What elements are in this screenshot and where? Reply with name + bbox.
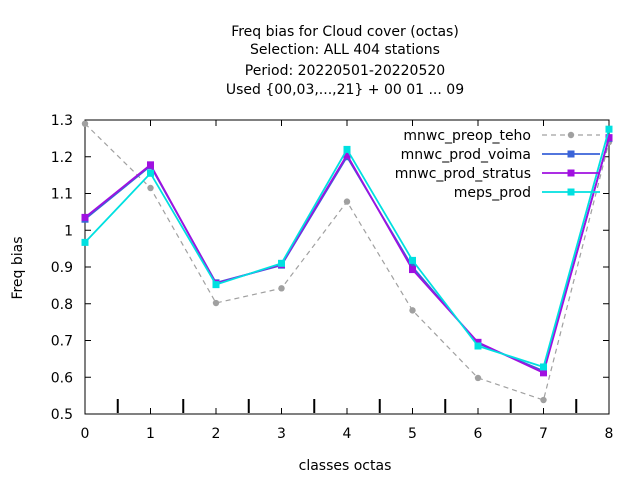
y-tick-label: 1 [64,223,73,239]
point-meps_prod [81,238,89,246]
point-meps_prod [147,169,154,177]
chart-title-line-3: Period: 20220501-20220520 [245,63,445,79]
x-tick-label: 1 [146,426,155,442]
x-axis-label: classes octas [299,458,392,474]
point-mnwc_prod_stratus [409,266,416,274]
legend-label-meps_prod: meps_prod [454,185,531,201]
y-tick-label: 1.3 [51,113,73,129]
point-meps_prod [212,281,220,289]
point-mnwc_preop_teho [212,299,220,307]
x-tick-label: 6 [474,426,483,442]
series-line-meps_prod [84,128,610,369]
chart-title: Freq bias for Cloud cover (octas) Select… [226,24,464,98]
point-meps_prod [605,125,613,133]
x-tick-label: 0 [81,426,90,442]
x-tick-label: 2 [212,426,221,442]
chart-title-line-4: Used {00,03,...,21} + 00 01 ... 09 [226,82,464,98]
y-tick-label: 0.7 [51,334,73,350]
y-tick-label: 0.5 [51,407,73,423]
y-tick-label: 0.8 [51,297,73,313]
legend-label-mnwc_preop_teho: mnwc_preop_teho [403,128,531,144]
point-meps_prod [343,145,351,153]
chart-title-line-1: Freq bias for Cloud cover (octas) [231,24,459,40]
y-tick-label: 1.2 [51,150,73,166]
legend: mnwc_preop_teho mnwc_prod_voima mnwc_prod_… [395,128,600,201]
point-mnwc_preop_teho [147,184,154,192]
plot-area: 0.5 0.6 0.7 0.8 0.9 1 1.1 1.2 1.3 0 1 2 3 4 5 6 7 8 [51,113,614,442]
y-axis-label: Freq bias [10,236,26,299]
point-mnwc_prod_stratus [81,213,89,221]
point-mnwc_preop_teho [409,307,416,314]
y-tick-label: 0.9 [51,260,73,276]
legend-label-mnwc_prod_stratus: mnwc_prod_stratus [395,166,531,182]
point-meps_prod [540,363,547,371]
point-mnwc_preop_teho [81,120,89,127]
point-mnwc_preop_teho [474,374,482,382]
plot-frame [84,119,610,415]
point-mnwc_preop_teho [278,285,285,292]
point-mnwc_preop_teho [343,198,351,205]
point-mnwc_prod_stratus [540,369,547,377]
x-tick-label: 3 [277,426,286,442]
point-mnwc_prod_stratus [147,161,154,169]
point-mnwc_prod_stratus [343,151,351,159]
x-tick-label: 8 [605,426,614,442]
x-tick-label: 4 [343,426,352,442]
point-mnwc_preop_teho [540,396,547,404]
point-meps_prod [474,342,482,350]
y-tick-label: 0.6 [51,370,73,386]
point-mnwc_prod_stratus [474,338,482,346]
point-meps_prod [409,256,416,264]
legend-label-mnwc_prod_voima: mnwc_prod_voima [401,147,531,163]
x-tick-label: 7 [539,426,548,442]
legend-marker-mnwc_prod_voima [567,150,575,158]
point-meps_prod [278,259,285,267]
x-tick-label: 5 [408,426,417,442]
point-mnwc_prod_stratus [605,134,613,142]
legend-marker-mnwc_preop_teho [567,131,575,139]
y-tick-label: 1.1 [51,187,73,203]
legend-marker-mnwc_prod_stratus [567,169,575,177]
legend-marker-meps_prod [567,188,575,196]
chart-title-line-2: Selection: ALL 404 stations [250,42,440,58]
